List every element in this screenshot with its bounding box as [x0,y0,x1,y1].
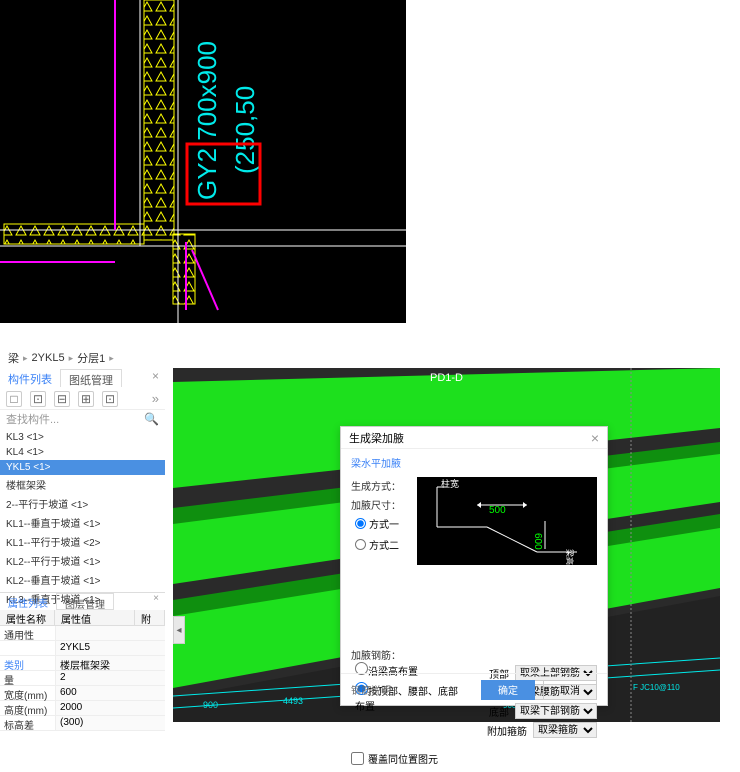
close-icon[interactable]: × [591,430,599,446]
chevron-right-icon: ▸ [69,353,74,364]
prop-name: 高度(mm) [0,701,55,715]
tab-layers[interactable]: 图层管理 [56,593,114,610]
rebar-bottom-select[interactable]: 取梁下部钢筋 [515,703,597,719]
prop-name: 通用性 [0,626,55,640]
viewport-title: PD1-D [430,372,463,384]
tree-item[interactable]: KL3 <1> [0,430,165,445]
property-tabs: 属性列表 图层管理 × [0,592,165,610]
dialog-titlebar: 生成梁加腋 × [341,427,607,449]
dim-label: 900 [203,700,218,710]
breadcrumb: 梁 ▸ 2YKL5 ▸ 分层1 ▸ [0,348,720,368]
tree-item[interactable]: 楼框架梁 [0,475,165,494]
toolbar-icon-3[interactable]: ⊟ [54,391,70,407]
prop-name: 标高差 [0,716,55,730]
svg-text:柱宽: 柱宽 [441,478,459,489]
close-icon[interactable]: × [146,369,165,387]
tree-item[interactable]: KL1--垂直于坡道 <1> [0,513,165,532]
search-icon[interactable]: 🔍 [144,412,159,426]
tree-item[interactable]: 2--平行于坡道 <1> [0,494,165,513]
overwrite-checkbox[interactable] [351,752,364,765]
cad-drawing-top: GY2 700x900 (250,50 [0,0,406,323]
tree-item[interactable]: KL1--平行于坡道 <2> [0,532,165,551]
dialog-link[interactable]: 梁水平加腋 [351,455,597,470]
haunch-diagram: 柱宽 500 600 梁高 [417,477,597,565]
prop-value[interactable]: 600 [55,686,165,700]
cad-svg: GY2 700x900 (250,50 [0,0,406,323]
rebar-stirrup-label: 附加箍筋 [479,723,527,738]
search-row: 查找构件... 🔍 [0,410,165,428]
tab-component-list[interactable]: 构件列表 [0,369,60,387]
prop-name [0,641,55,655]
svg-text:500: 500 [489,505,506,516]
tree-item[interactable]: KL4 <1> [0,445,165,460]
search-input[interactable]: 查找构件... [6,411,59,427]
tab-drawing-mgmt[interactable]: 图纸管理 [60,369,122,387]
breadcrumb-item[interactable]: 梁 [8,350,19,366]
radio-mode1[interactable]: 方式一 [355,516,399,531]
breadcrumb-item[interactable]: 分层1 [77,350,105,366]
prop-col-value: 属性值 [55,610,135,625]
property-table: 通用性 2YKL5 类别楼层框架梁 量2 宽度(mm)600 高度(mm)200… [0,626,165,731]
prop-value[interactable]: 2YKL5 [55,641,165,655]
toolbar-icon-5[interactable]: ⊡ [102,391,118,407]
prop-value[interactable]: 楼层框架梁 [55,656,165,670]
dialog-haunch: 生成梁加腋 × 梁水平加腋 生成方式： 手动生成 自动生成 加腋尺寸： 方式一 … [340,426,608,706]
toolbar-icon-1[interactable]: □ [6,391,22,407]
dim-label: 4493 [283,696,303,706]
prop-name: 量 [0,671,55,685]
prop-value[interactable]: (300) [55,716,165,730]
radio-mode2[interactable]: 方式二 [355,537,399,552]
ok-button[interactable]: 确定 [481,680,535,700]
prop-name: 宽度(mm) [0,686,55,700]
rebar-label: 加腋钢筋： [351,647,597,662]
svg-text:600: 600 [532,533,543,550]
svg-text:梁高: 梁高 [565,549,575,565]
prop-col-extra: 附加 [135,610,165,625]
prop-name: 类别 [0,656,55,670]
tab-properties[interactable]: 属性列表 [0,593,56,610]
dialog-title: 生成梁加腋 [349,430,404,446]
close-icon[interactable]: × [147,593,165,610]
rebar-hint[interactable]: 钢筋说明 [351,682,391,697]
prop-value[interactable]: 2 [55,671,165,685]
side-toolbar: □ ⊡ ⊟ ⊞ ⊡ » [0,388,165,410]
prop-col-name: 属性名称 [0,610,55,625]
side-panel-tabs: 构件列表 图纸管理 × [0,369,165,387]
prop-value[interactable] [55,626,165,640]
gen-mode-label: 生成方式： [351,478,401,493]
chevron-right-icon: ▸ [23,353,28,364]
rebar-bottom-label: 底部 [479,704,509,719]
chevron-right-icon: ▸ [109,353,114,364]
breadcrumb-item[interactable]: 2YKL5 [32,352,65,364]
overwrite-label: 覆盖同位置图元 [368,751,438,766]
tree-item-selected[interactable]: YKL5 <1> [0,460,165,475]
rebar-stirrup-select[interactable]: 取梁箍筋 [533,722,597,738]
collapse-handle[interactable]: ◂ [173,616,185,644]
cancel-button[interactable]: 取消 [543,680,597,700]
tree-item[interactable]: KL2--垂直于坡道 <1> [0,570,165,589]
cad-label-sub: (250,50 [230,86,260,174]
dialog-footer: 钢筋说明 确定 取消 [341,673,607,705]
property-header: 属性名称 属性值 附加 [0,610,165,626]
more-icon[interactable]: » [152,391,159,406]
toolbar-icon-4[interactable]: ⊞ [78,391,94,407]
dim-label: F JC10@110 [633,683,680,692]
toolbar-icon-2[interactable]: ⊡ [30,391,46,407]
cad-label-main: GY2 700x900 [192,41,222,200]
tree-item[interactable]: KL2--平行于坡道 <1> [0,551,165,570]
prop-value[interactable]: 2000 [55,701,165,715]
